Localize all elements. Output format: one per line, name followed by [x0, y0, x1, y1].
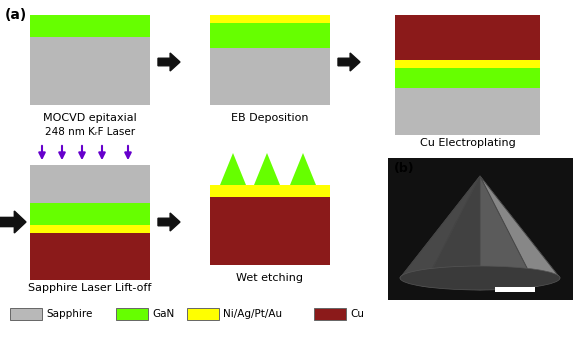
Bar [210, 185, 330, 197]
Text: EB Deposition: EB Deposition [231, 113, 309, 123]
Text: Cu: Cu [350, 309, 364, 319]
Polygon shape [254, 153, 280, 185]
Polygon shape [423, 176, 480, 269]
Bar [210, 195, 330, 265]
Ellipse shape [400, 266, 560, 290]
Polygon shape [480, 176, 560, 287]
Polygon shape [480, 176, 536, 290]
Bar [210, 15, 330, 23]
Bar [210, 23, 330, 48]
Polygon shape [158, 53, 180, 71]
Polygon shape [338, 53, 360, 71]
Polygon shape [290, 153, 316, 185]
Text: Ni/Ag/Pt/Au: Ni/Ag/Pt/Au [223, 309, 282, 319]
Bar [388, 158, 573, 300]
Polygon shape [423, 176, 480, 290]
Text: 248 nm KᵣF Laser: 248 nm KᵣF Laser [45, 127, 135, 137]
Polygon shape [0, 211, 26, 233]
Bar [395, 68, 540, 88]
Text: Cu Electroplating: Cu Electroplating [419, 138, 516, 148]
Bar [395, 15, 540, 60]
Text: Sapphire Laser Lift-off: Sapphire Laser Lift-off [28, 283, 152, 293]
Bar [30, 203, 150, 225]
Bar [30, 165, 150, 203]
Polygon shape [220, 153, 246, 185]
Polygon shape [158, 213, 180, 231]
Bar [495, 287, 535, 292]
Bar [395, 60, 540, 68]
Bar [30, 225, 150, 233]
Text: (b): (b) [394, 162, 415, 175]
Bar [30, 233, 150, 280]
Text: Sapphire: Sapphire [46, 309, 92, 319]
Bar [30, 37, 150, 105]
Text: MOCVD epitaxial: MOCVD epitaxial [43, 113, 137, 123]
Bar [30, 15, 150, 37]
Polygon shape [400, 176, 480, 278]
Polygon shape [480, 176, 536, 269]
Bar [210, 48, 330, 105]
Polygon shape [400, 176, 480, 287]
Polygon shape [480, 176, 560, 278]
Text: Wet etching: Wet etching [237, 273, 303, 283]
Bar [314, 308, 346, 320]
Text: (a): (a) [5, 8, 27, 22]
Bar [10, 308, 42, 320]
Bar [187, 308, 219, 320]
Bar [116, 308, 148, 320]
Text: GaN: GaN [152, 309, 174, 319]
Bar [395, 88, 540, 135]
